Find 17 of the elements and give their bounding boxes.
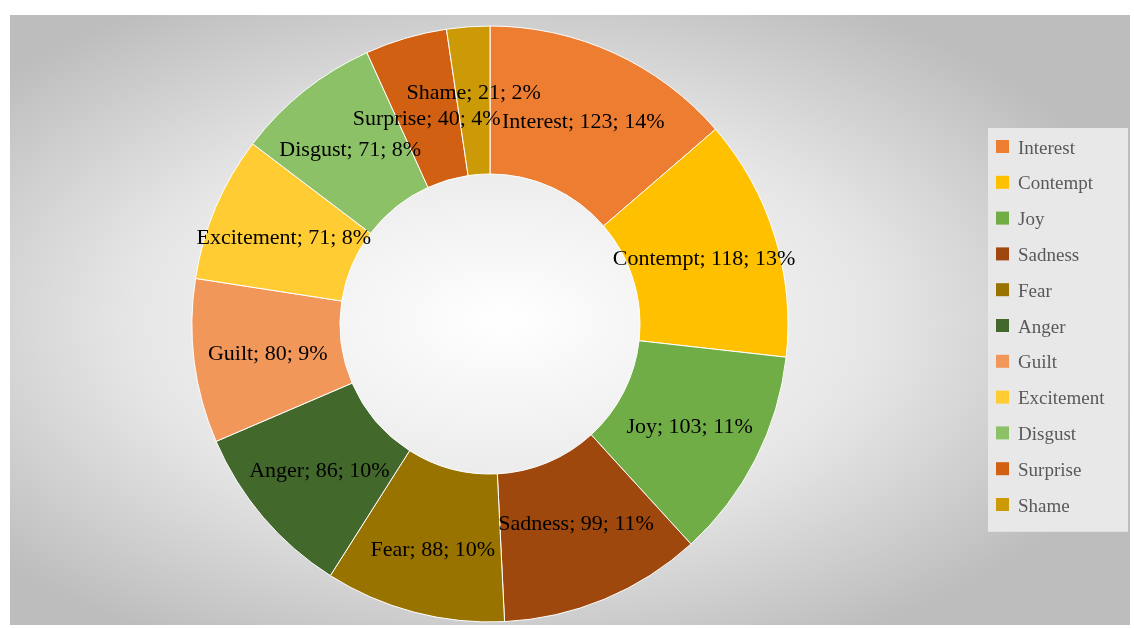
legend-label: Disgust — [1018, 422, 1077, 444]
data-label: Anger; 86; 10% — [249, 456, 390, 482]
legend-label: Sadness — [1018, 243, 1080, 265]
legend-label: Joy — [1018, 208, 1045, 230]
legend-label: Excitement — [1018, 387, 1106, 409]
legend-label: Guilt — [1018, 351, 1058, 373]
legend-label: Anger — [1018, 315, 1067, 337]
data-label: Joy; 103; 11% — [626, 413, 753, 439]
data-label: Disgust; 71; 8% — [279, 136, 422, 162]
data-label: Guilt; 80; 9% — [207, 339, 328, 365]
data-label: Interest; 123; 14% — [501, 107, 665, 133]
legend-label: Fear — [1018, 279, 1053, 301]
legend-label: Surprise — [1018, 458, 1082, 480]
data-label: Fear; 88; 10% — [370, 536, 496, 562]
legend-label: Shame — [1018, 494, 1070, 516]
legend-label: Interest — [1018, 136, 1076, 158]
legend-label: Contempt — [1018, 172, 1094, 194]
